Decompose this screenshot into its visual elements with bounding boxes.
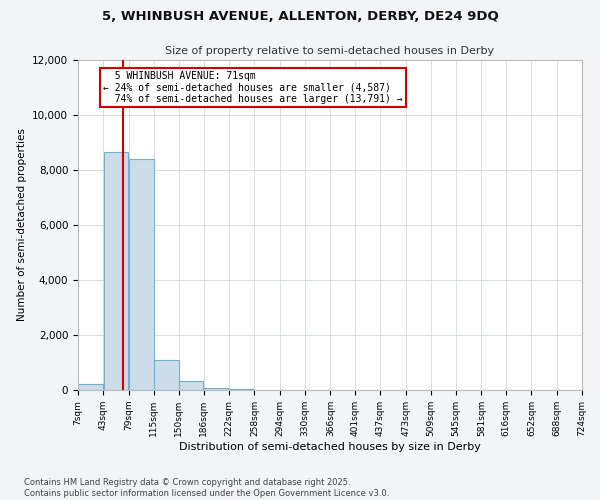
Bar [204, 388, 229, 390]
Bar [104, 152, 128, 390]
Bar [79, 384, 103, 390]
Bar [129, 159, 154, 390]
Y-axis label: Number of semi-detached properties: Number of semi-detached properties [17, 128, 26, 322]
Bar [179, 382, 203, 390]
Text: 5, WHINBUSH AVENUE, ALLENTON, DERBY, DE24 9DQ: 5, WHINBUSH AVENUE, ALLENTON, DERBY, DE2… [101, 10, 499, 23]
Text: Contains HM Land Registry data © Crown copyright and database right 2025.
Contai: Contains HM Land Registry data © Crown c… [24, 478, 389, 498]
X-axis label: Distribution of semi-detached houses by size in Derby: Distribution of semi-detached houses by … [179, 442, 481, 452]
Bar [154, 360, 179, 390]
Text: 5 WHINBUSH AVENUE: 71sqm
← 24% of semi-detached houses are smaller (4,587)
  74%: 5 WHINBUSH AVENUE: 71sqm ← 24% of semi-d… [103, 71, 403, 104]
Title: Size of property relative to semi-detached houses in Derby: Size of property relative to semi-detach… [166, 46, 494, 56]
